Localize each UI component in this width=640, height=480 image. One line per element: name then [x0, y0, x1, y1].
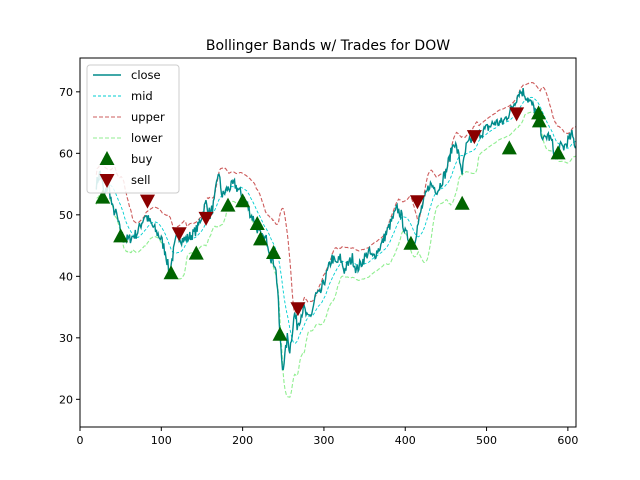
x-tick-label: 300	[313, 434, 334, 447]
buy-marker	[403, 235, 419, 250]
series-lower-line	[95, 111, 576, 398]
buy-marker	[454, 195, 470, 210]
buy-marker	[188, 245, 204, 260]
x-tick-label: 0	[77, 434, 84, 447]
buy-marker	[531, 105, 547, 120]
legend-label-buy: buy	[131, 152, 153, 166]
axes: 0 100 200 300 400 500 600 20 30 40 50 60 70	[59, 57, 578, 447]
y-tick-label: 20	[59, 393, 73, 406]
buy-marker	[163, 265, 179, 280]
buy-marker	[550, 145, 566, 160]
legend-label-mid: mid	[131, 89, 153, 103]
buy-marker	[266, 244, 282, 259]
legend-label-close: close	[131, 68, 161, 82]
chart-title: Bollinger Bands w/ Trades for DOW	[206, 38, 450, 54]
legend-swatch-sell	[99, 174, 115, 188]
sell-marker	[139, 194, 155, 209]
x-tick-label: 600	[557, 434, 578, 447]
x-tick-label: 100	[151, 434, 172, 447]
buy-marker	[220, 197, 236, 212]
sell-marker	[409, 195, 425, 210]
y-tick-label: 30	[59, 332, 73, 345]
buy-marker	[272, 326, 288, 341]
y-tick-label: 60	[59, 147, 73, 160]
x-tick-label: 200	[232, 434, 253, 447]
series-upper-line	[95, 82, 576, 314]
sell-marker	[509, 107, 525, 122]
legend-label-upper: upper	[131, 110, 165, 124]
sell-marker	[466, 130, 482, 145]
x-tick-label: 500	[476, 434, 497, 447]
y-tick-label: 70	[59, 86, 73, 99]
y-tick-label: 50	[59, 209, 73, 222]
buy-marker	[235, 193, 251, 208]
buy-marker	[95, 189, 111, 204]
buy-marker	[113, 228, 129, 243]
sell-marker	[198, 211, 214, 226]
legend-swatch-buy	[99, 151, 115, 165]
sell-marker	[290, 302, 306, 317]
x-tick-label: 400	[395, 434, 416, 447]
y-tick-label: 40	[59, 270, 73, 283]
legend: close mid upper lower buy sell	[86, 64, 180, 194]
buy-marker	[253, 231, 269, 246]
plot-frame	[79, 57, 577, 428]
legend-label-lower: lower	[131, 131, 163, 145]
buy-marker	[531, 113, 547, 128]
trade-markers	[95, 105, 566, 341]
legend-label-sell: sell	[131, 173, 150, 187]
buy-marker	[249, 216, 265, 231]
series-mid-line	[95, 96, 576, 344]
buy-marker	[501, 140, 517, 155]
sell-marker	[171, 227, 187, 242]
